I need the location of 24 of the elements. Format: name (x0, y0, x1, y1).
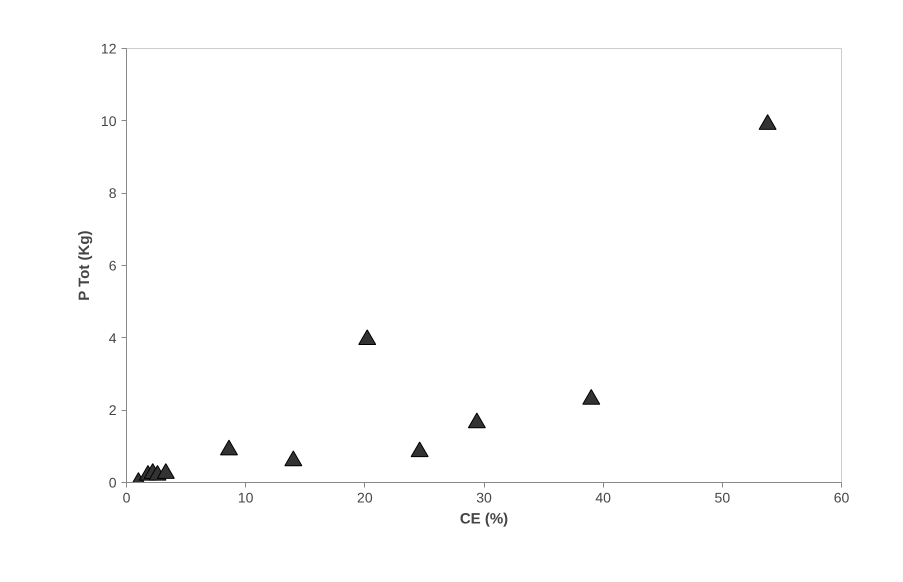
point (410, 441, 429, 458)
y-tick-label: 6 (108, 258, 117, 274)
point (582, 389, 600, 405)
y-tick-label: 2 (108, 402, 117, 418)
point (220, 440, 238, 456)
point (358, 329, 376, 346)
x-tick-label: 60 (834, 490, 850, 506)
x-tick-label: 20 (357, 490, 373, 506)
y-tick-label: 4 (108, 330, 117, 346)
y-tick-label: 8 (108, 185, 117, 202)
x-tick-label: 50 (714, 490, 730, 506)
x-tick-label: 40 (595, 490, 612, 506)
y-tick-label: 12 (100, 40, 117, 56)
y-tick-label: 10 (100, 112, 117, 129)
x-tick-label: 30 (476, 490, 492, 506)
point (468, 412, 486, 428)
point (758, 114, 777, 130)
point (284, 450, 302, 466)
point (156, 463, 175, 479)
y-axis-title: P Tot (Kg) (76, 230, 93, 301)
x-axis-title: CE (%) (460, 510, 508, 528)
x-tick-label: 0 (122, 490, 131, 506)
y-tick-label: 0 (108, 474, 117, 490)
x-tick-label: 10 (238, 490, 254, 506)
